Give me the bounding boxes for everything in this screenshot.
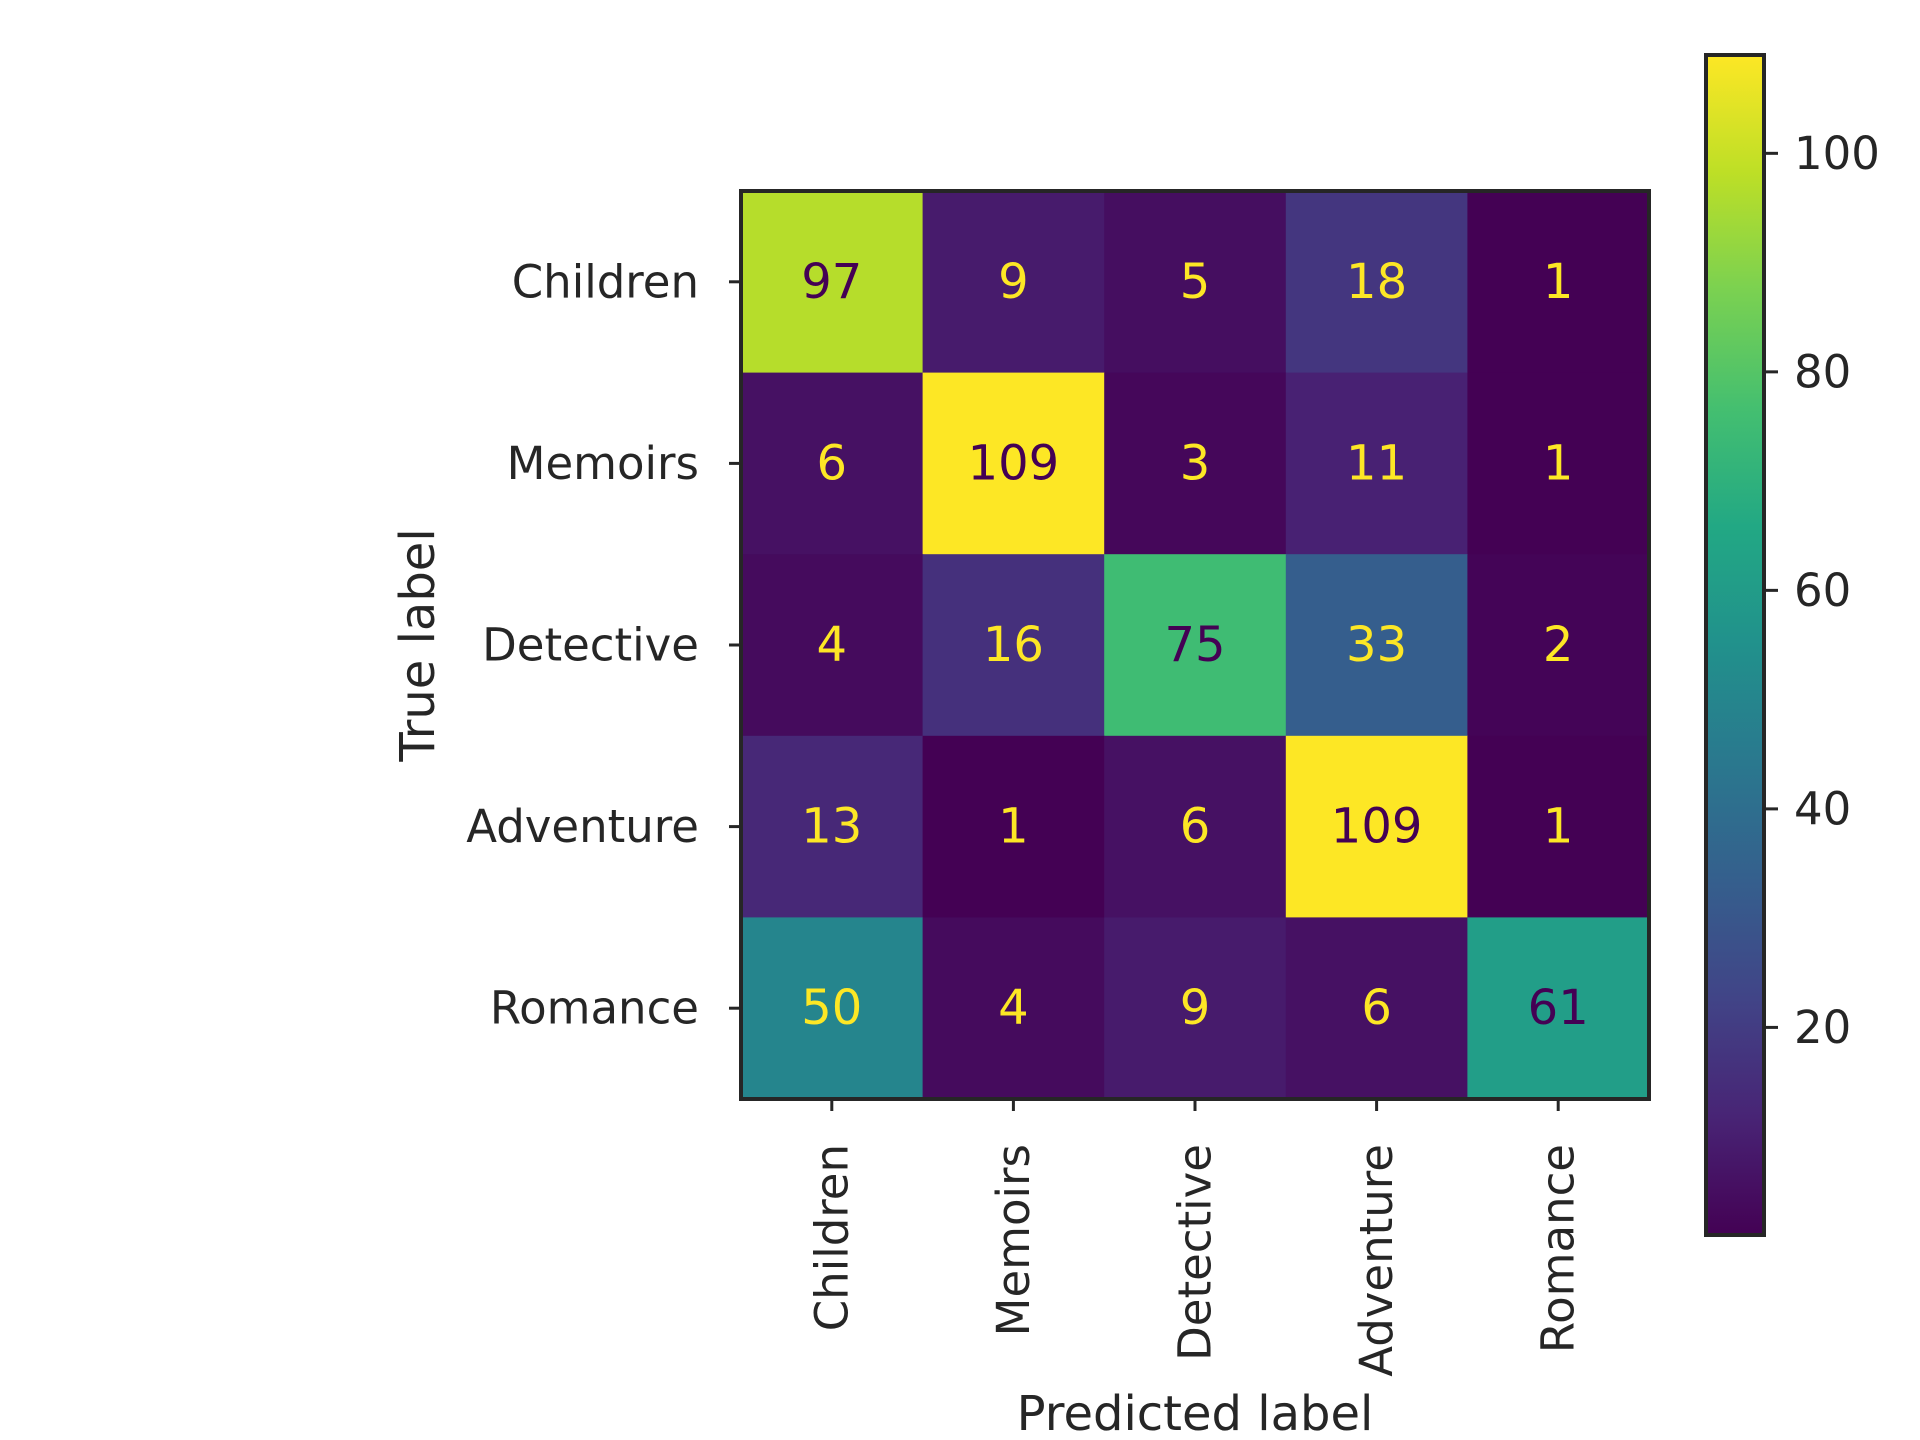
y-axis-ticks: Children Memoirs Detective Adventure Romance	[466, 255, 741, 1035]
cell-value-label: 4	[998, 980, 1029, 1036]
y-tick-label: Adventure	[466, 800, 699, 853]
matrix-cell	[1104, 735, 1287, 918]
colorbar-tick-label: 60	[1794, 564, 1851, 617]
cell-value-label: 1	[1543, 254, 1574, 310]
colorbar-tick-label: 20	[1794, 1001, 1851, 1054]
matrix-cell	[922, 735, 1105, 918]
cell-value-label: 18	[1346, 254, 1407, 310]
matrix-cell	[1285, 554, 1468, 737]
matrix-cell	[1285, 735, 1468, 918]
y-tick-label: Detective	[482, 619, 699, 672]
cell-value-label: 50	[801, 980, 862, 1036]
x-axis-title: Predicted label	[1017, 1386, 1374, 1440]
x-tick-label: Memoirs	[987, 1144, 1040, 1336]
cell-value-label: 2	[1543, 617, 1574, 673]
cell-value-label: 97	[801, 254, 862, 310]
matrix-cell	[741, 917, 924, 1100]
colorbar-tick-label: 80	[1794, 345, 1851, 398]
colorbar-gradient	[1706, 55, 1764, 1235]
cell-value-label: 1	[1543, 435, 1574, 491]
x-tick-label: Detective	[1169, 1144, 1222, 1361]
colorbar: 20 40 60 80 100	[1704, 53, 1880, 1237]
matrix-cell	[741, 191, 924, 374]
colorbar-tick-label: 100	[1794, 127, 1880, 180]
cell-value-label: 6	[817, 435, 848, 491]
matrix-cell	[922, 554, 1105, 737]
cell-value-label: 13	[801, 799, 862, 855]
cell-value-label: 11	[1346, 435, 1407, 491]
y-axis-title: True label	[390, 528, 446, 762]
x-tick-label: Children	[805, 1144, 858, 1331]
x-axis-ticks: Children Memoirs Detective Adventure Romance	[805, 1099, 1585, 1377]
x-tick-label: Romance	[1532, 1144, 1585, 1353]
cell-value-label: 75	[1164, 617, 1225, 673]
cell-value-label: 61	[1528, 980, 1589, 1036]
matrix-cell	[922, 917, 1105, 1100]
colorbar-tick-label: 40	[1794, 782, 1851, 835]
cell-value-label: 9	[998, 254, 1029, 310]
cell-value-label: 6	[1361, 980, 1392, 1036]
cell-value-label: 109	[1331, 799, 1423, 855]
matrix-cell	[1467, 917, 1650, 1100]
cell-value-label: 6	[1180, 799, 1211, 855]
cell-value-label: 1	[998, 799, 1029, 855]
x-tick-label: Adventure	[1350, 1144, 1403, 1377]
cell-value-label: 16	[983, 617, 1044, 673]
matrix-cell	[741, 372, 924, 555]
y-tick-label: Memoirs	[507, 437, 699, 490]
y-tick-label: Children	[512, 255, 699, 308]
cell-value-label: 5	[1180, 254, 1211, 310]
y-tick-label: Romance	[490, 982, 699, 1035]
matrix-cell	[1467, 735, 1650, 918]
cell-value-label: 4	[817, 617, 848, 673]
cell-value-label: 33	[1346, 617, 1407, 673]
matrix-cell	[1104, 191, 1287, 374]
cell-value-label: 109	[968, 435, 1060, 491]
matrix-cell	[741, 554, 924, 737]
matrix-cells: 97 9 5 18 16 109 3 11 14 16 75 33 213 1 6 109 150 4 9 6 61	[741, 191, 1650, 1100]
colorbar-frame	[1704, 53, 1766, 1237]
matrix-cell	[1104, 372, 1287, 555]
matrix-cell	[1467, 372, 1650, 555]
matrix-cell	[922, 191, 1105, 374]
matrix-cell	[1285, 191, 1468, 374]
cell-value-label: 9	[1180, 980, 1211, 1036]
matrix-cell	[922, 372, 1105, 555]
matrix-cell	[1104, 554, 1287, 737]
matrix-cell	[1467, 554, 1650, 737]
matrix-cell	[1285, 372, 1468, 555]
matrix-cell	[1467, 191, 1650, 374]
matrix-cell	[1285, 917, 1468, 1100]
matrix-cell	[1104, 917, 1287, 1100]
cell-value-label: 1	[1543, 799, 1574, 855]
cell-value-label: 3	[1180, 435, 1211, 491]
matrix-cell	[741, 735, 924, 918]
